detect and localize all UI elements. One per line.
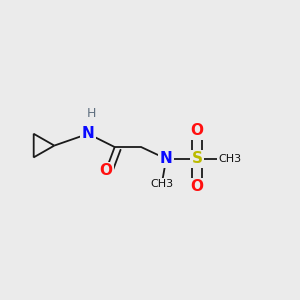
Text: O: O [190, 179, 204, 194]
Text: O: O [99, 163, 112, 178]
Text: CH3: CH3 [150, 179, 173, 189]
Text: O: O [190, 123, 204, 138]
Text: N: N [160, 151, 172, 166]
Text: S: S [192, 151, 203, 166]
Text: CH3: CH3 [218, 154, 241, 164]
Text: H: H [86, 107, 96, 120]
Text: N: N [82, 126, 94, 141]
